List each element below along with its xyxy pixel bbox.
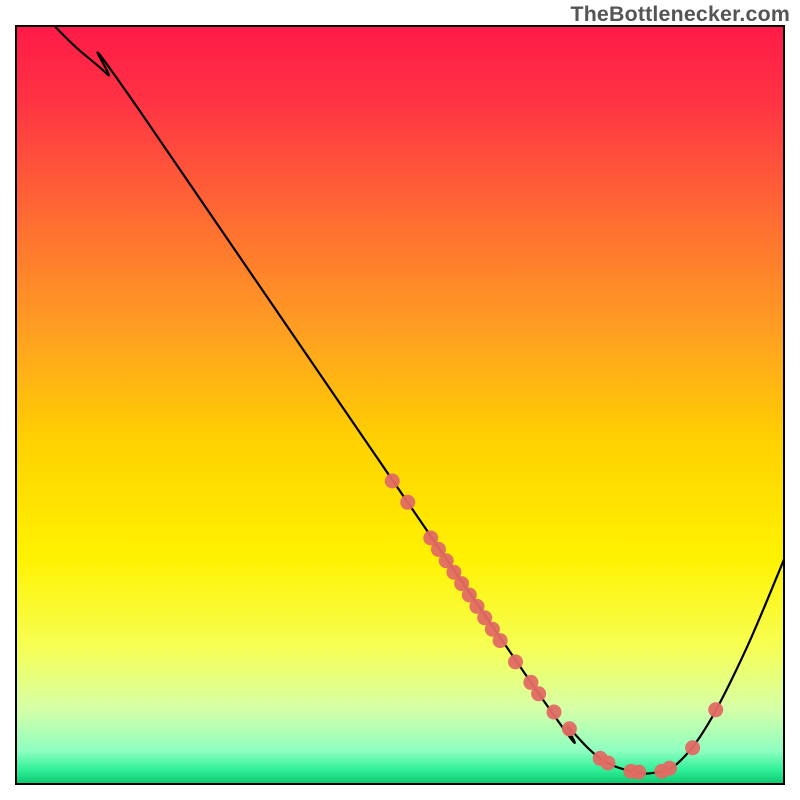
data-marker xyxy=(708,702,723,717)
stage: TheBottlenecker.com xyxy=(0,0,800,800)
data-marker xyxy=(493,633,508,648)
data-marker xyxy=(547,705,562,720)
data-marker xyxy=(400,495,415,510)
data-marker xyxy=(631,765,646,780)
data-marker xyxy=(508,654,523,669)
chart-container xyxy=(15,25,785,785)
data-marker xyxy=(662,761,677,776)
data-marker xyxy=(531,686,546,701)
data-marker xyxy=(685,740,700,755)
data-marker xyxy=(385,474,400,489)
chart-svg xyxy=(15,25,785,785)
watermark-text: TheBottlenecker.com xyxy=(570,2,790,27)
gradient-background xyxy=(15,25,785,785)
data-marker xyxy=(600,755,615,770)
data-marker xyxy=(562,721,577,736)
